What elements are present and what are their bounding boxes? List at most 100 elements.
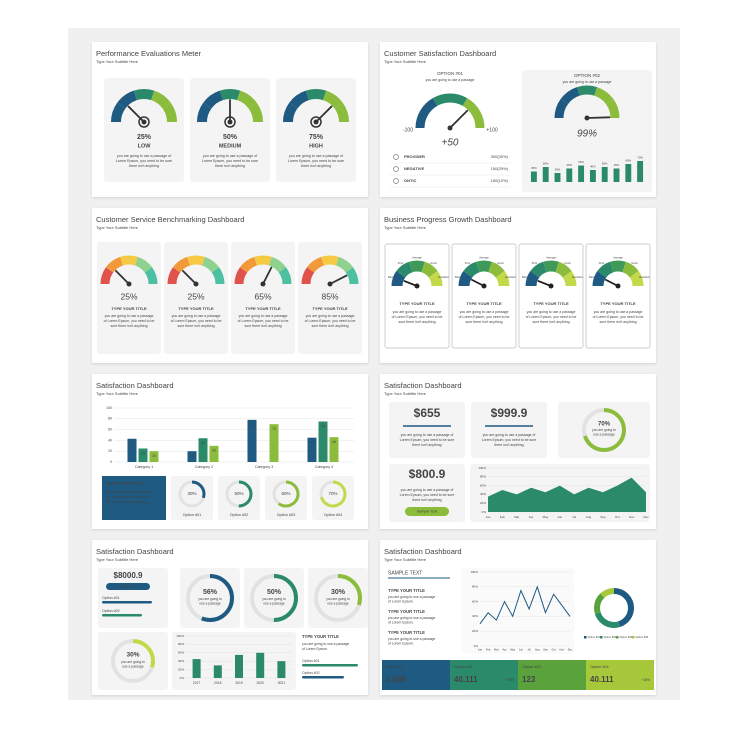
body-text: of Lorem Epsum, you need to be	[305, 319, 356, 323]
bar-label: 70	[272, 427, 276, 431]
slide-subtitle: Type Your Subtitle Here	[96, 225, 139, 230]
body-text: Lorem Epsum, you need to be sure	[116, 159, 172, 163]
gauge-needle	[449, 109, 469, 129]
gauge-needle	[586, 116, 611, 119]
zone-label: Average	[613, 256, 623, 260]
body-text: there isn't anything	[494, 443, 523, 447]
y-tick-label: 60%	[480, 483, 486, 487]
kpi-value: $999.9	[491, 406, 528, 420]
y-tick-label: 60%	[472, 599, 478, 603]
body-text: you are going to	[326, 597, 350, 601]
gauge-needle	[329, 274, 348, 285]
bar-label: 45%	[614, 163, 620, 167]
x-tick-label: Sep	[600, 515, 606, 519]
x-tick-label: 2018	[214, 681, 222, 685]
y-tick-label: 100%	[478, 466, 486, 470]
body-text: you are going to	[262, 597, 286, 601]
gauge-segment	[321, 255, 339, 266]
x-tick-label: Dec	[568, 648, 573, 652]
x-tick-label: Aug	[586, 515, 592, 519]
gauge-segment	[219, 89, 241, 101]
card	[471, 402, 547, 458]
slide-subtitle: Type Your Subtitle Here	[384, 557, 427, 562]
slide-title: Business Progress Growth Dashboard	[384, 215, 512, 224]
gauge-hub-ring	[138, 116, 150, 128]
button[interactable]	[405, 507, 449, 516]
body-text: sure there isn't anything	[532, 320, 569, 324]
body-text: you are going to use a passage	[239, 314, 288, 318]
gauge-segment	[134, 256, 153, 273]
gauge-needle	[127, 105, 145, 123]
body-text: you are going to use a passage	[460, 310, 509, 314]
card-heading: TYPE YOUR TITLE	[312, 306, 348, 311]
body-text: there isn't anything	[215, 164, 245, 168]
option-heading: OPTION #02	[574, 73, 601, 78]
x-tick-label: Category 2	[195, 465, 214, 469]
card-heading: TYPE YOUR TITLE	[245, 306, 281, 311]
slide-title: Performance Evaluations Meter	[96, 49, 202, 58]
x-tick-label: Jun	[519, 648, 524, 652]
callout-box	[102, 476, 166, 520]
body-text: sure there isn't anything	[465, 320, 502, 324]
slide-title: Satisfaction Dashboard	[384, 547, 462, 556]
x-tick-label: 2017	[193, 681, 201, 685]
zone-label: Good	[430, 261, 437, 265]
card-heading: TYPE YOUR TITLE	[399, 301, 435, 306]
bar-label: 75	[321, 424, 325, 428]
gauge-segment	[530, 261, 547, 278]
slide-title: Satisfaction Dashboard	[96, 381, 174, 390]
slide-title: Satisfaction Dashboard	[96, 547, 174, 556]
bar-label: 60%	[625, 159, 631, 163]
card-heading: TYPE YOUR TITLE	[533, 301, 569, 306]
x-tick-label: Jan	[486, 515, 491, 519]
gauge-segment	[100, 267, 114, 285]
y-tick-label: 0	[110, 460, 112, 464]
kpi-value: $8000.9	[114, 571, 143, 580]
gauge-segment	[144, 267, 158, 285]
progress-bar	[302, 664, 358, 667]
gauge-segment	[117, 90, 138, 109]
bar-label: 25	[141, 451, 145, 455]
gauge-segment	[428, 271, 443, 287]
donut-arc	[319, 480, 347, 508]
bar	[187, 451, 197, 462]
gauge-hub	[141, 119, 147, 125]
gauge-segment	[234, 267, 248, 285]
gauge-segment	[334, 102, 349, 123]
body-text: you are going to use a passage	[388, 595, 435, 599]
gauge-hub	[260, 281, 266, 287]
button[interactable]	[106, 583, 150, 590]
gauge-segment	[335, 256, 354, 273]
kpi-value: $800.9	[409, 467, 446, 481]
gauge-segment	[462, 98, 485, 129]
gauge-hub-ring	[224, 116, 236, 128]
x-tick-label: Mar	[494, 648, 499, 652]
x-tick-label: May	[510, 648, 516, 652]
bar-label: 70%	[637, 156, 643, 160]
gauge-segment	[488, 261, 505, 278]
body-text: sure there isn't anything	[599, 320, 636, 324]
zone-label: Average	[479, 256, 489, 260]
gauge-needle	[315, 105, 333, 123]
progress-bar	[302, 676, 344, 679]
row-name: ONTIC	[404, 178, 417, 183]
gauge-segment	[239, 256, 258, 273]
gauge-segment	[622, 261, 639, 278]
gauge-hub	[615, 283, 621, 289]
bar	[198, 438, 208, 462]
option-label: Option #02	[102, 609, 120, 613]
donut-value: 50%	[267, 589, 282, 596]
gauge-segment	[605, 98, 620, 119]
donut-value: 30%	[331, 589, 346, 596]
tile-label: Option #01	[386, 665, 405, 669]
x-tick-label: 2021	[278, 681, 286, 685]
x-tick-label: Jul	[527, 648, 531, 652]
gauge-segment	[105, 256, 124, 273]
card-heading: TYPE YOUR TITLE	[178, 306, 214, 311]
gauge-segment	[120, 255, 138, 266]
item-heading: TYPE YOUR TITLE	[388, 609, 425, 614]
y-tick-label: 80	[108, 417, 112, 421]
body-text: of Lorem Epsum.	[388, 599, 414, 603]
legend-swatch	[616, 636, 619, 639]
